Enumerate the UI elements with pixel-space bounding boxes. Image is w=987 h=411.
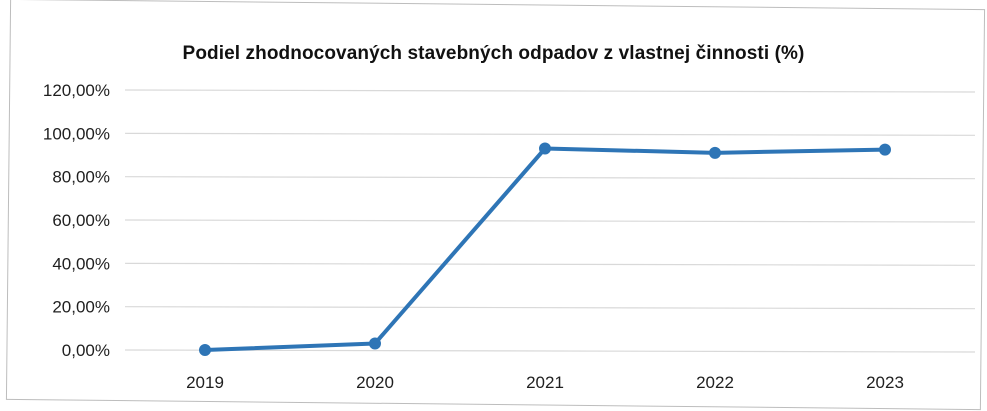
data-point <box>709 146 721 159</box>
y-tick-label: 120,00% <box>43 81 110 100</box>
x-tick-label: 2019 <box>186 373 224 392</box>
gridlines <box>124 89 976 353</box>
gridline <box>124 176 976 180</box>
data-point <box>369 337 381 350</box>
x-tick-label: 2023 <box>866 373 904 392</box>
x-tick-label: 2020 <box>356 373 394 392</box>
chart-title: Podiel zhodnocovaných stavebných odpadov… <box>182 43 805 64</box>
gridline <box>124 219 976 223</box>
gridline <box>124 132 976 136</box>
y-tick-label: 80,00% <box>52 168 110 187</box>
gridline <box>124 89 976 93</box>
y-axis-tick-labels: 0,00% 20,00% 40,00% 60,00% 80,00% 100,00% 120,… <box>43 81 110 360</box>
data-point <box>879 143 891 156</box>
y-tick-label: 0,00% <box>62 341 110 360</box>
data-point <box>199 344 211 356</box>
data-point <box>539 142 551 155</box>
x-tick-label: 2021 <box>526 373 564 392</box>
x-tick-label: 2022 <box>696 373 734 392</box>
y-tick-label: 20,00% <box>52 298 110 317</box>
y-tick-label: 40,00% <box>52 254 110 273</box>
series-group <box>199 142 891 356</box>
gridline <box>124 349 976 353</box>
x-axis-tick-labels: 2019 2020 2021 2022 2023 <box>186 373 904 392</box>
gridline <box>124 306 976 310</box>
y-tick-label: 60,00% <box>52 211 110 230</box>
gridline <box>124 262 976 266</box>
y-tick-label: 100,00% <box>43 124 110 143</box>
